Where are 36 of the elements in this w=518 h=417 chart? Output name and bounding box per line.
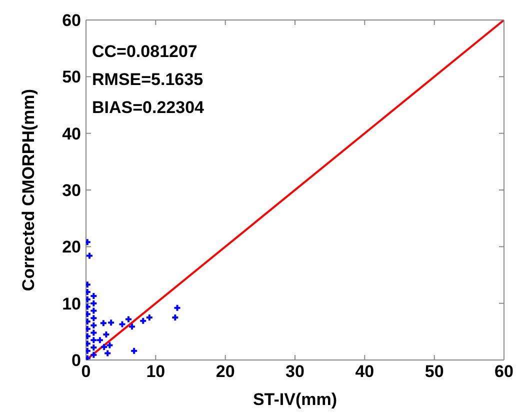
y-tick-label: 30 [62, 181, 81, 200]
point [86, 252, 94, 260]
point [90, 314, 98, 322]
point [118, 320, 126, 328]
x-tick-label: 30 [286, 362, 304, 382]
annotation: CC=0.081207 [92, 41, 198, 63]
point [139, 316, 148, 325]
point [106, 341, 114, 350]
point [90, 321, 98, 330]
y-axis-title: Corrected CMORPH(mm) [19, 88, 38, 292]
y-tick-label: 50 [62, 68, 81, 87]
point [130, 346, 138, 355]
point [171, 314, 180, 322]
point [90, 336, 98, 344]
point [90, 306, 98, 315]
x-tick-label: 60 [494, 362, 514, 382]
point [145, 314, 154, 322]
y-tick-label: 10 [62, 294, 81, 314]
y-tick-label: 60 [62, 11, 81, 30]
x-tick-label: 40 [355, 362, 374, 382]
y-tick-label: 40 [62, 124, 81, 144]
point [173, 304, 182, 312]
x-axis-title: ST-IV(mm) [252, 390, 338, 409]
point [90, 299, 98, 308]
point [99, 319, 108, 328]
point [128, 322, 136, 331]
x-tick-label: 50 [424, 362, 444, 382]
point [102, 330, 110, 338]
y-tick-label: 20 [62, 238, 81, 257]
point [90, 350, 98, 359]
annotation: BIAS=0.22304 [92, 97, 204, 119]
x-tick-label: 10 [146, 362, 166, 382]
point [107, 318, 116, 327]
annotation: RMSE=5.1635 [92, 69, 204, 91]
point [90, 328, 98, 337]
x-tick-label: 20 [216, 362, 235, 382]
